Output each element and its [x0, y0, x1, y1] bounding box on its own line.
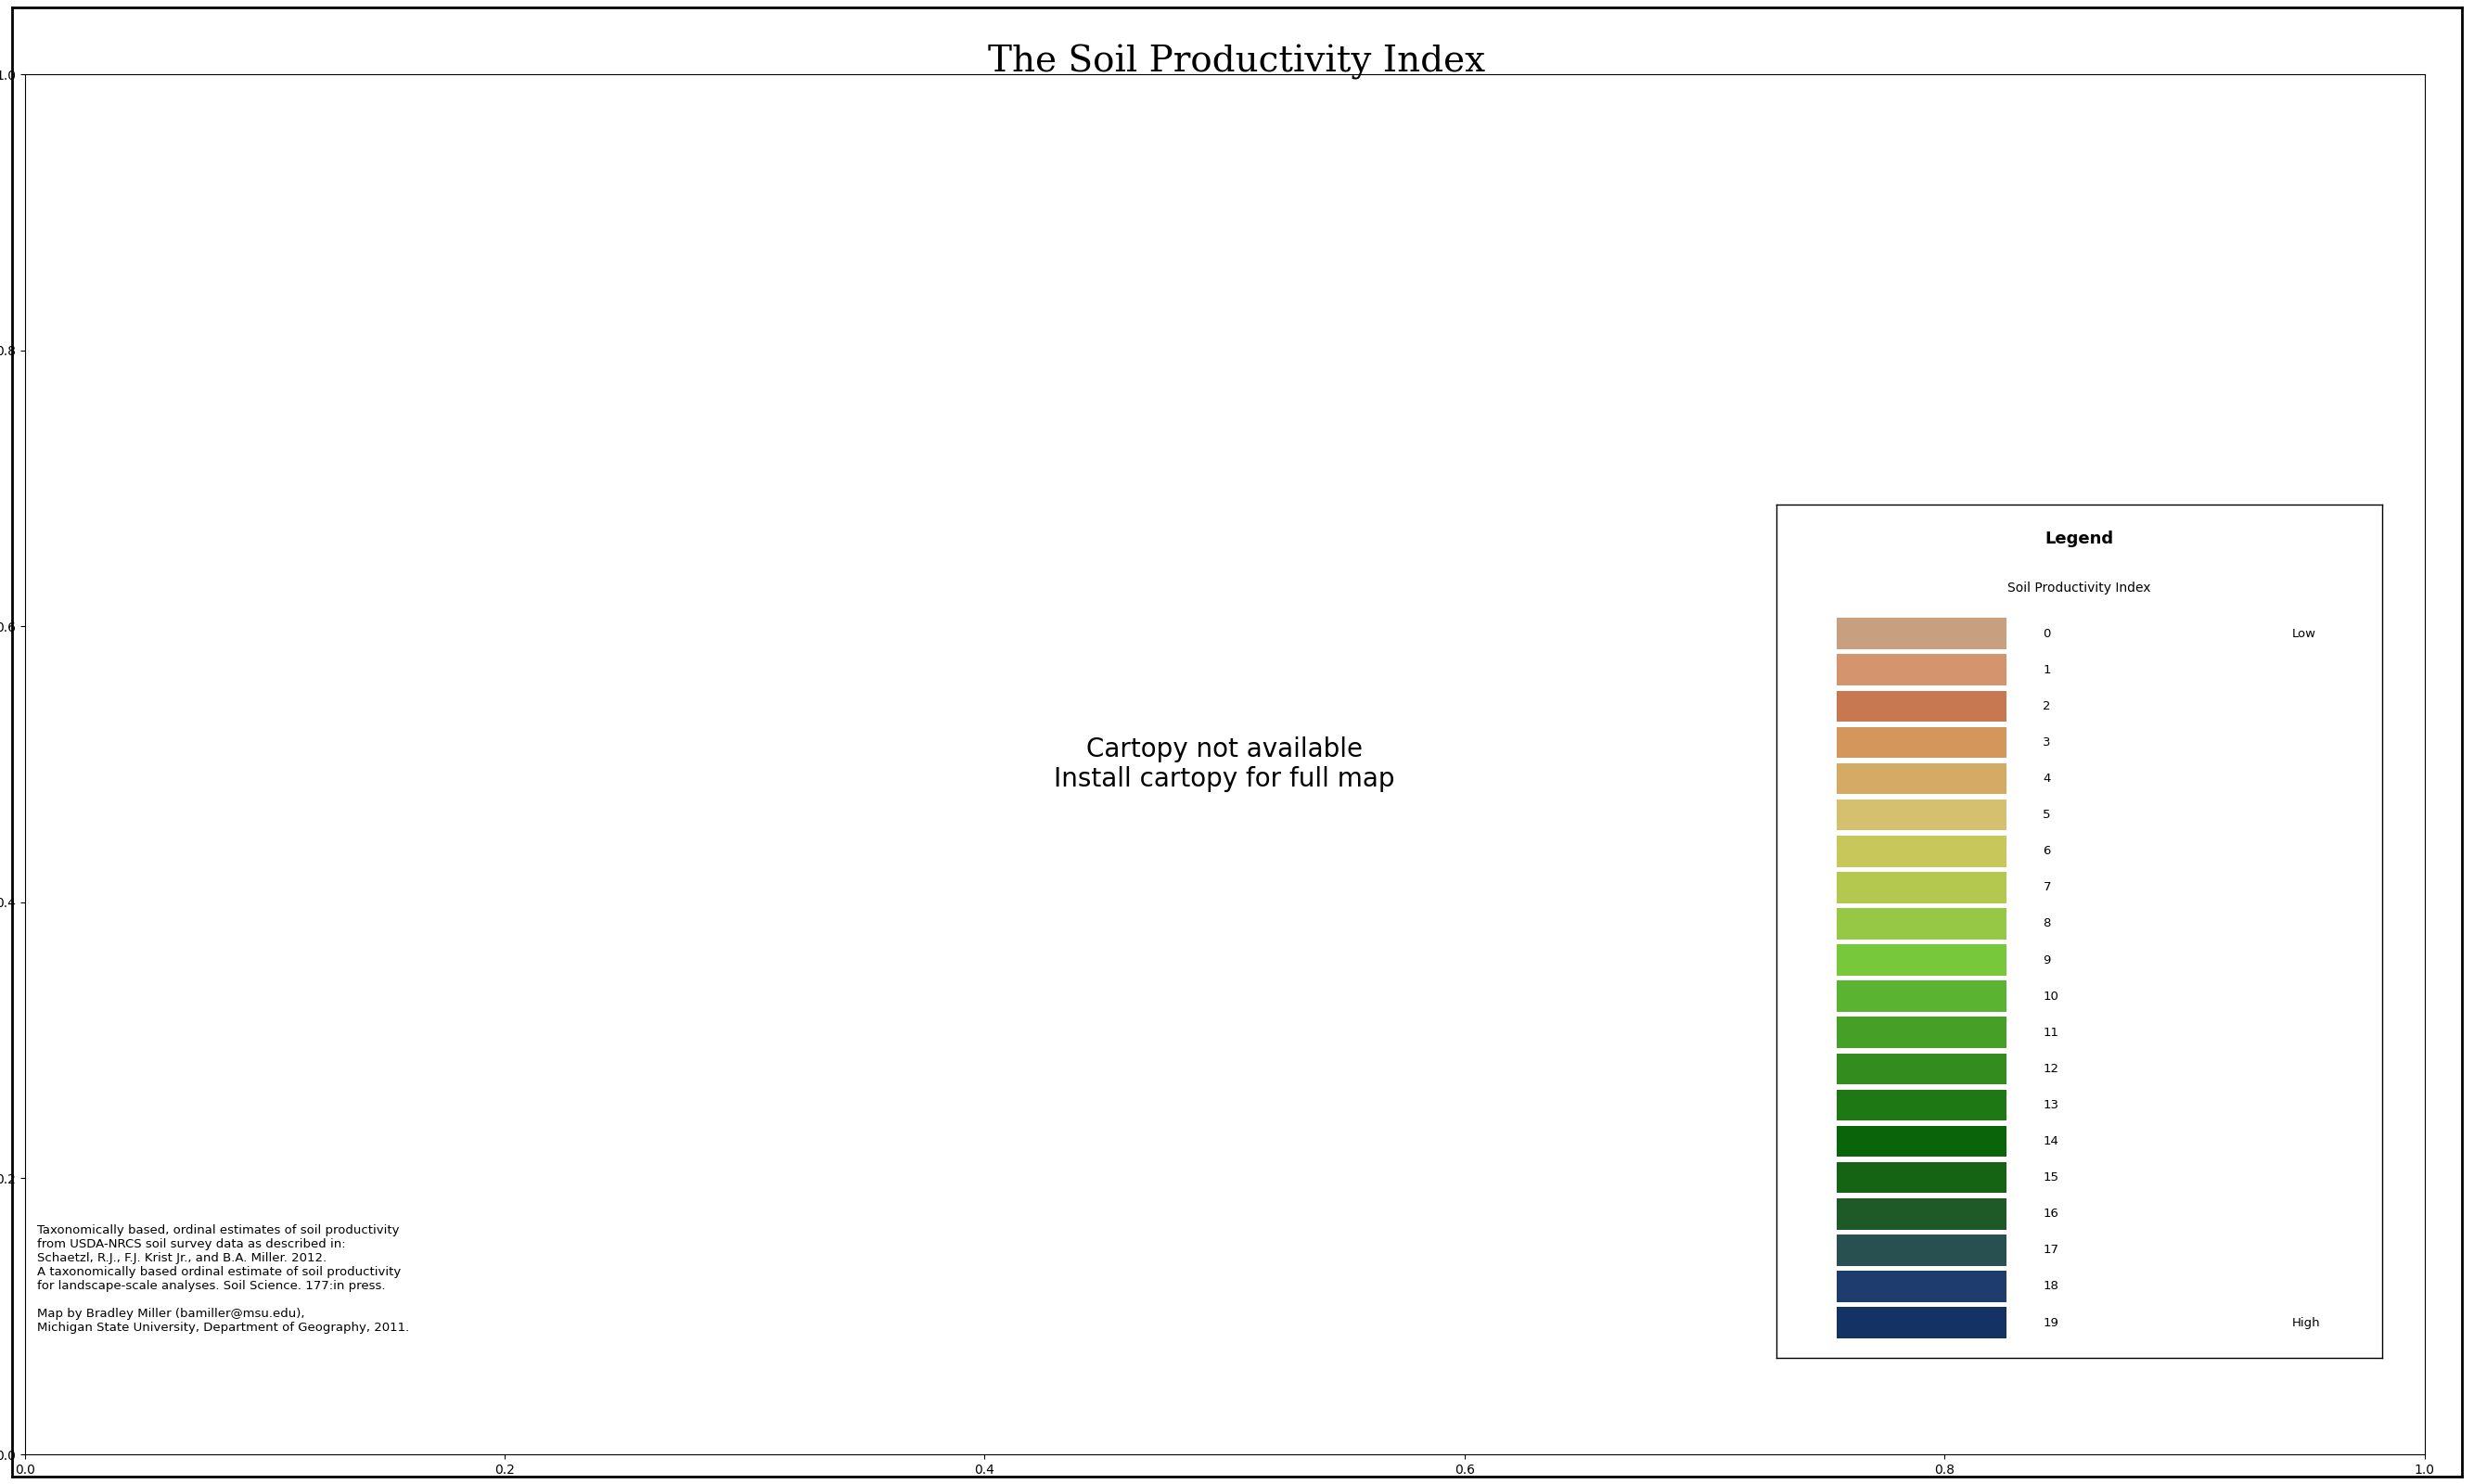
Text: 11: 11 — [2044, 1027, 2058, 1039]
FancyBboxPatch shape — [1836, 1198, 2006, 1229]
Text: Cartopy not available
Install cartopy for full map: Cartopy not available Install cartopy fo… — [1054, 736, 1395, 792]
FancyBboxPatch shape — [1836, 981, 2006, 1012]
Text: 8: 8 — [2044, 917, 2051, 930]
Text: 15: 15 — [2044, 1171, 2058, 1184]
FancyBboxPatch shape — [1836, 1126, 2006, 1158]
Text: 9: 9 — [2044, 954, 2051, 966]
Text: 16: 16 — [2044, 1208, 2058, 1220]
FancyBboxPatch shape — [1836, 908, 2006, 939]
Text: 13: 13 — [2044, 1100, 2058, 1112]
FancyBboxPatch shape — [1836, 1054, 2006, 1085]
FancyBboxPatch shape — [1836, 763, 2006, 794]
FancyBboxPatch shape — [1836, 944, 2006, 975]
Text: 7: 7 — [2044, 881, 2051, 893]
Text: Legend: Legend — [2046, 530, 2113, 548]
Text: High: High — [2291, 1316, 2321, 1328]
Text: The Soil Productivity Index: The Soil Productivity Index — [987, 45, 1487, 80]
FancyBboxPatch shape — [1836, 800, 2006, 831]
FancyBboxPatch shape — [1836, 654, 2006, 686]
Text: 6: 6 — [2044, 846, 2051, 858]
FancyBboxPatch shape — [1836, 1307, 2006, 1339]
FancyBboxPatch shape — [1836, 1235, 2006, 1266]
FancyBboxPatch shape — [1836, 617, 2006, 649]
FancyBboxPatch shape — [1836, 1162, 2006, 1193]
Text: 14: 14 — [2044, 1135, 2058, 1147]
Text: Low: Low — [2291, 628, 2316, 640]
FancyBboxPatch shape — [1836, 1017, 2006, 1048]
Text: Taxonomically based, ordinal estimates of soil productivity
from USDA-NRCS soil : Taxonomically based, ordinal estimates o… — [37, 1224, 408, 1334]
Text: 10: 10 — [2044, 990, 2058, 1002]
FancyBboxPatch shape — [1836, 1089, 2006, 1120]
FancyBboxPatch shape — [1836, 1270, 2006, 1301]
Text: 1: 1 — [2044, 663, 2051, 675]
Text: 5: 5 — [2044, 809, 2051, 821]
Text: 12: 12 — [2044, 1063, 2058, 1074]
Text: 18: 18 — [2044, 1281, 2058, 1293]
Text: 19: 19 — [2044, 1316, 2058, 1328]
Text: 2: 2 — [2044, 700, 2051, 712]
Text: 17: 17 — [2044, 1244, 2058, 1255]
Text: 0: 0 — [2044, 628, 2051, 640]
FancyBboxPatch shape — [1836, 873, 2006, 904]
Text: 4: 4 — [2044, 773, 2051, 785]
FancyBboxPatch shape — [1836, 835, 2006, 867]
FancyBboxPatch shape — [1836, 690, 2006, 721]
Text: Soil Productivity Index: Soil Productivity Index — [2009, 582, 2150, 595]
Text: 3: 3 — [2044, 736, 2051, 748]
FancyBboxPatch shape — [1836, 727, 2006, 758]
